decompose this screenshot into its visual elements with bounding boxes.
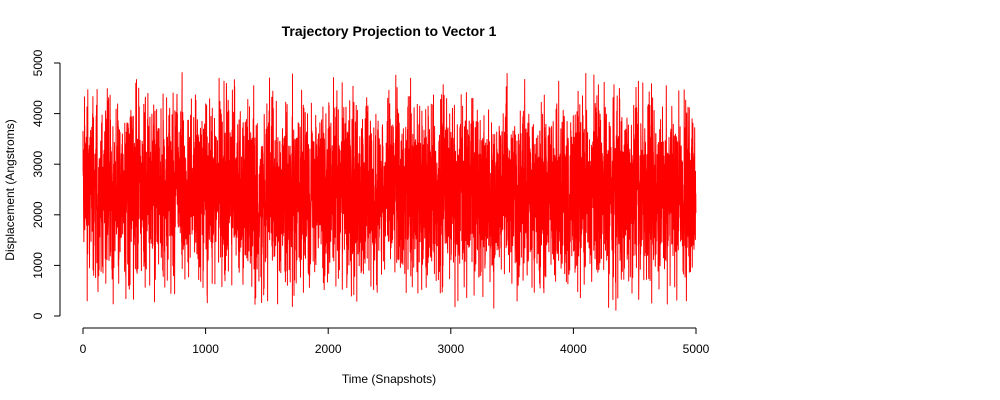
x-tick-label: 1000 <box>192 342 219 356</box>
y-tick-label: 5000 <box>31 49 45 76</box>
y-tick-label: 1000 <box>31 252 45 279</box>
y-tick-label: 3000 <box>31 151 45 178</box>
x-tick-label: 2000 <box>315 342 342 356</box>
y-tick-label: 4000 <box>31 100 45 127</box>
plot-area <box>82 72 697 311</box>
x-tick-label: 4000 <box>560 342 587 356</box>
series-line <box>82 72 697 311</box>
y-tick-label: 2000 <box>31 201 45 228</box>
x-tick-label: 5000 <box>683 342 710 356</box>
x-axis: 0 1000 2000 3000 4000 5000 <box>80 327 710 356</box>
y-tick-label: 0 <box>31 312 45 319</box>
x-axis-label: Time (Snapshots) <box>342 372 436 386</box>
x-tick-label: 3000 <box>437 342 464 356</box>
y-axis-label: Displacement (Angstroms) <box>3 119 17 260</box>
x-tick-label: 0 <box>80 342 87 356</box>
chart-title: Trajectory Projection to Vector 1 <box>282 23 497 39</box>
y-axis: 0 1000 2000 3000 4000 5000 <box>31 49 61 319</box>
